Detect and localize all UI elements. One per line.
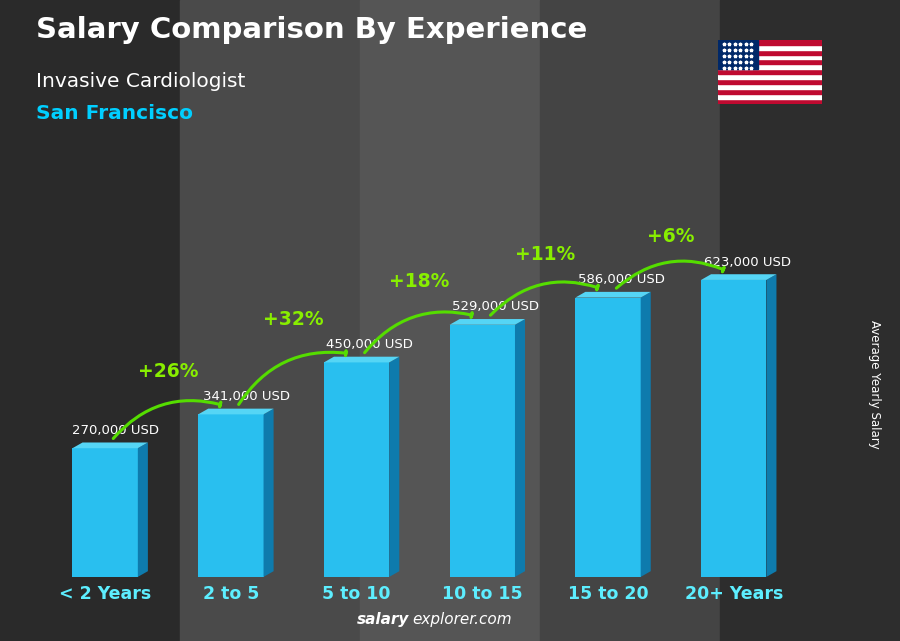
Bar [450,325,515,577]
Text: Average Yearly Salary: Average Yearly Salary [868,320,881,449]
Bar [718,79,822,84]
Polygon shape [198,409,274,414]
Bar [718,49,822,54]
Text: Invasive Cardiologist: Invasive Cardiologist [36,72,246,91]
Bar [718,89,822,94]
Bar [718,60,822,64]
Bar [718,40,822,45]
Bar [718,99,822,104]
Text: +6%: +6% [647,228,695,246]
Bar [575,297,641,577]
Text: 270,000 USD: 270,000 USD [73,424,159,437]
Text: 623,000 USD: 623,000 USD [704,256,790,269]
Polygon shape [767,274,777,577]
Bar [360,0,540,641]
Polygon shape [138,442,148,577]
Bar [73,448,138,577]
Text: 586,000 USD: 586,000 USD [578,273,665,287]
Text: +26%: +26% [138,362,198,381]
Bar [718,74,822,79]
Text: salary: salary [357,612,410,627]
Bar [718,45,822,49]
Text: +32%: +32% [264,310,324,329]
Text: explorer.com: explorer.com [412,612,512,627]
Polygon shape [450,319,525,325]
Bar [180,0,360,641]
Bar [720,0,900,641]
Polygon shape [641,292,651,577]
Bar [718,64,822,69]
Polygon shape [264,409,274,577]
Text: San Francisco: San Francisco [36,104,193,123]
Bar [718,94,822,99]
Bar [324,362,390,577]
Bar [718,40,758,69]
Polygon shape [73,442,148,448]
Text: 341,000 USD: 341,000 USD [203,390,290,403]
Text: +11%: +11% [515,245,575,264]
Bar [540,0,720,641]
Bar [0,0,180,641]
Polygon shape [701,274,777,280]
Bar [198,414,264,577]
Text: +18%: +18% [389,272,450,291]
Bar [718,84,822,89]
Bar [701,280,767,577]
Polygon shape [324,356,400,362]
Polygon shape [515,319,525,577]
Text: Salary Comparison By Experience: Salary Comparison By Experience [36,16,587,44]
Text: 529,000 USD: 529,000 USD [452,301,539,313]
Bar [718,69,822,74]
Bar [718,54,822,60]
Polygon shape [390,356,400,577]
Polygon shape [575,292,651,297]
Text: 450,000 USD: 450,000 USD [327,338,413,351]
